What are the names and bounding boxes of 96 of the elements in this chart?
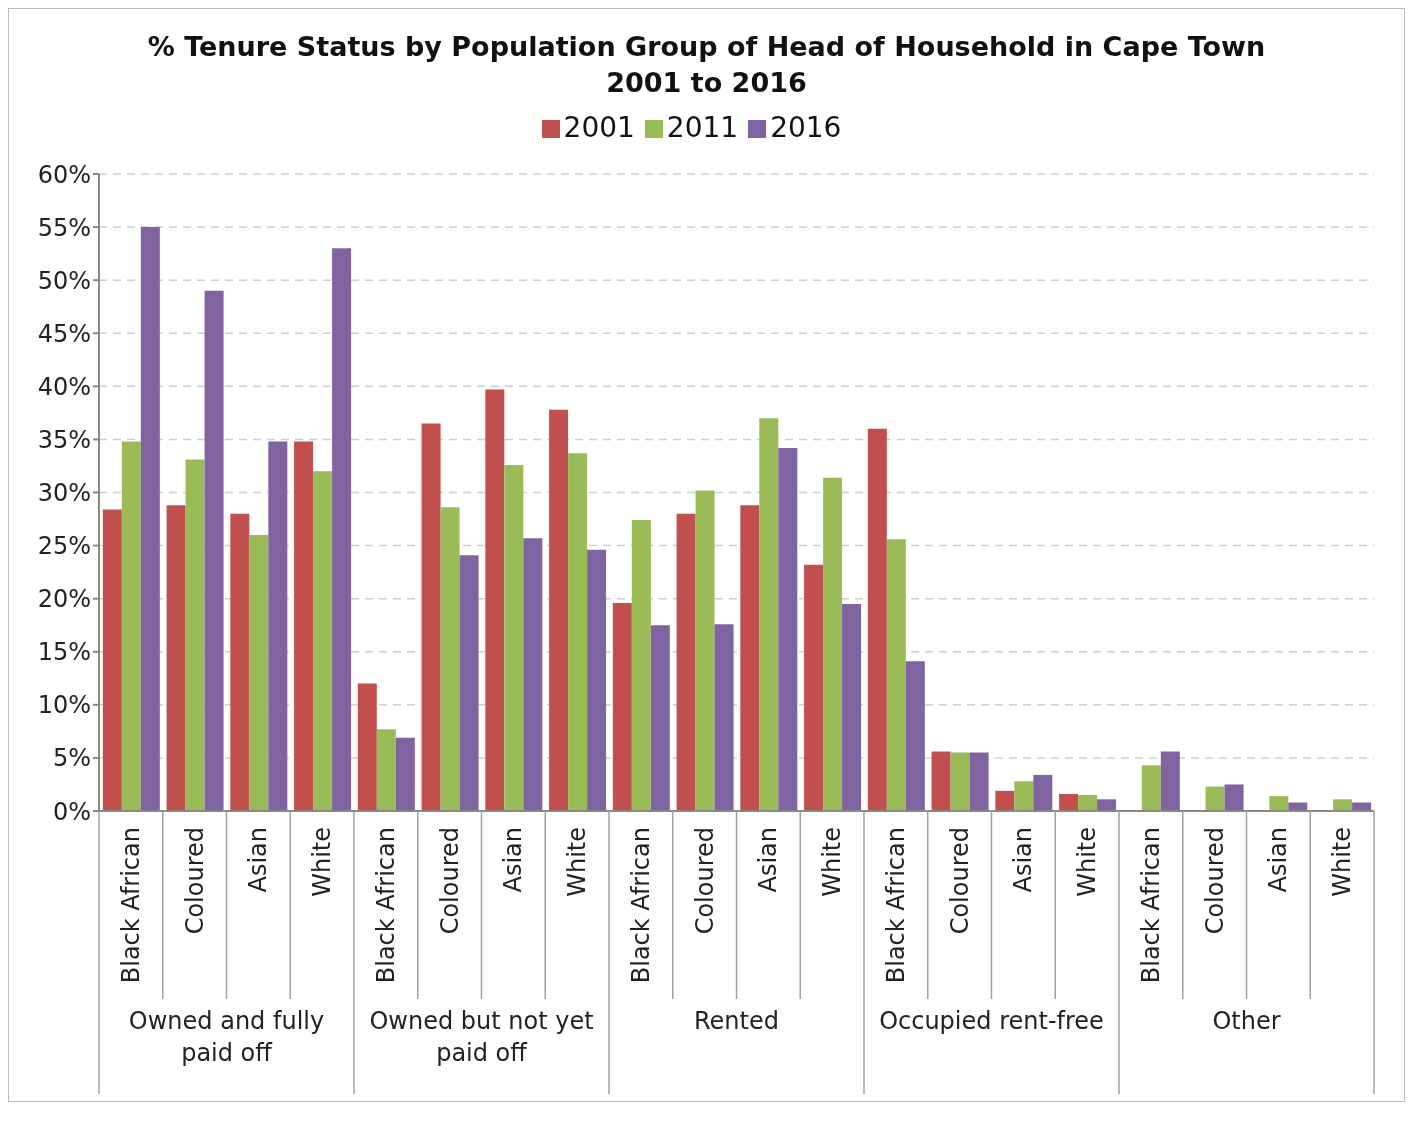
- bar: [140, 227, 160, 811]
- bar: [166, 505, 186, 811]
- bar: [1160, 751, 1180, 811]
- bar: [1333, 799, 1353, 811]
- bar: [523, 538, 543, 811]
- bar: [1033, 774, 1053, 811]
- x-tick-label: Black African: [116, 827, 145, 984]
- y-tick-label: 25%: [37, 532, 91, 561]
- y-tick-label: 0%: [52, 797, 91, 826]
- text: Owned but not yet paid off: [369, 1007, 594, 1067]
- bar: [714, 624, 734, 811]
- x-tick-label: White: [1073, 827, 1102, 897]
- bar: [631, 520, 651, 811]
- chart-title: % Tenure Status by Population Group of Head of Household in Cape Town 2001 to 2016: [146, 30, 1267, 100]
- x-tick-label: White: [818, 827, 847, 897]
- bar: [905, 661, 925, 811]
- bar: [969, 752, 989, 811]
- text: Other: [1212, 1007, 1281, 1035]
- bar: [676, 513, 696, 811]
- x-tick-label: Asian: [754, 827, 783, 893]
- x-tick-label: Black African: [881, 827, 910, 984]
- bar: [886, 539, 906, 811]
- x-tick-label: Black African: [371, 827, 400, 984]
- bar: [612, 602, 632, 811]
- bar: [485, 389, 505, 811]
- bar: [1141, 765, 1161, 811]
- x-tick-label: Black African: [1136, 827, 1165, 984]
- bar: [759, 418, 779, 811]
- bar: [740, 505, 760, 811]
- bar: [504, 464, 524, 811]
- bar: [121, 441, 141, 811]
- text: Owned and fully paid off: [128, 1007, 325, 1067]
- text: Rented: [694, 1007, 779, 1035]
- bar: [1097, 799, 1117, 811]
- y-tick-label: 20%: [37, 585, 91, 614]
- y-tick-label: 55%: [37, 213, 91, 242]
- y-tick-label: 10%: [37, 691, 91, 720]
- bar: [842, 603, 862, 811]
- legend-label: 2011: [666, 111, 739, 144]
- bar: [102, 509, 122, 811]
- x-tick-label: Black African: [626, 827, 655, 984]
- legend-label: 2001: [563, 111, 635, 144]
- y-tick-label: 5%: [52, 744, 91, 773]
- x-tick-label: Asian: [1264, 827, 1293, 893]
- bar: [1078, 795, 1098, 811]
- x-tick-label: Asian: [499, 827, 528, 893]
- x-tick-label: Coloured: [690, 827, 719, 935]
- x-tick-label: White: [1328, 827, 1357, 897]
- bar: [332, 248, 352, 811]
- bar: [357, 683, 377, 811]
- bar: [804, 564, 824, 811]
- bar: [1059, 794, 1079, 811]
- x-tick-label: Coloured: [1200, 827, 1229, 935]
- x-tick-label: Asian: [244, 827, 273, 893]
- y-tick-label: 15%: [37, 638, 91, 667]
- bar: [950, 752, 970, 811]
- bar: [313, 471, 333, 811]
- bar: [1224, 784, 1244, 811]
- legend-label: 2016: [770, 111, 842, 144]
- bar: [1269, 796, 1289, 811]
- bar: [395, 737, 415, 811]
- bar: [549, 409, 569, 811]
- bar: [823, 477, 843, 811]
- bar: [204, 290, 224, 811]
- bar: [867, 428, 887, 811]
- y-tick-label: 30%: [37, 479, 91, 508]
- y-tick-label: 35%: [37, 425, 91, 454]
- bar: [294, 441, 314, 811]
- bar: [185, 459, 205, 811]
- bar: [695, 490, 715, 811]
- y-tick-label: 60%: [37, 160, 91, 189]
- y-tick-label: 45%: [37, 319, 91, 348]
- bar: [268, 441, 288, 811]
- y-tick-label: 50%: [37, 266, 91, 295]
- x-tick-label: White: [308, 827, 337, 897]
- bar: [230, 513, 250, 811]
- text: Occupied rent-free: [879, 1007, 1104, 1035]
- bar: [1205, 786, 1225, 811]
- bar: [249, 534, 269, 811]
- x-tick-label: Coloured: [435, 827, 464, 935]
- x-tick-label: White: [563, 827, 592, 897]
- bar: [650, 625, 670, 811]
- bar: [1014, 781, 1034, 811]
- bar: [995, 790, 1015, 811]
- bar: [587, 549, 607, 811]
- bar: [931, 751, 951, 811]
- x-tick-label: Coloured: [180, 827, 209, 935]
- x-tick-label: Coloured: [945, 827, 974, 935]
- y-tick-label: 40%: [37, 372, 91, 401]
- x-tick-label: Asian: [1009, 827, 1038, 893]
- bar: [440, 507, 460, 811]
- bar: [778, 447, 798, 811]
- bar: [459, 555, 479, 811]
- bar: [376, 729, 396, 811]
- bar: [421, 423, 441, 811]
- bar: [568, 453, 588, 811]
